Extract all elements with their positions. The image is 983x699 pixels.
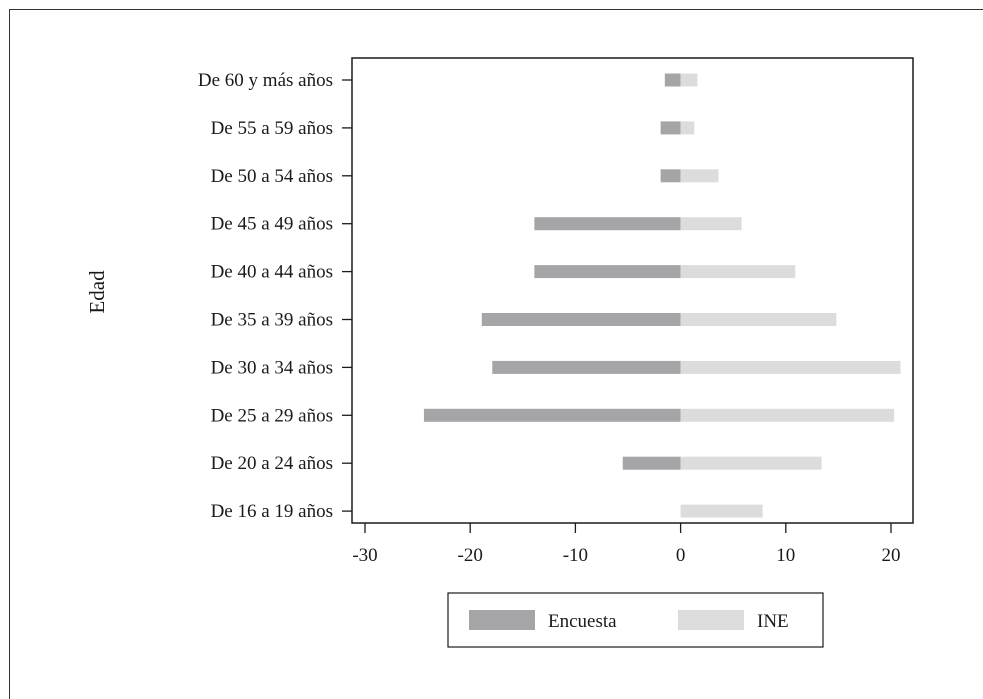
legend-label-encuesta: Encuesta	[548, 611, 617, 632]
bar-encuesta	[660, 169, 681, 183]
bar-ine	[680, 313, 837, 326]
plot-area	[351, 57, 914, 524]
figure-frame	[9, 9, 983, 699]
category-label: De 35 a 39 años	[211, 310, 333, 331]
bar-encuesta	[534, 265, 681, 279]
category-label: De 45 a 49 años	[211, 214, 333, 235]
bars-group	[423, 73, 901, 518]
bar-ine	[680, 408, 895, 422]
bar-encuesta	[492, 360, 681, 374]
x-tick-label: -20	[458, 545, 483, 566]
bar-encuesta	[481, 313, 681, 326]
x-axis: -30 -20 -10 0 10 20	[352, 523, 901, 566]
bar-encuesta	[664, 73, 681, 87]
legend-swatch-ine	[678, 610, 744, 630]
category-label: De 50 a 54 años	[211, 166, 333, 187]
bar-ine	[680, 504, 763, 518]
bar-encuesta	[423, 408, 681, 422]
bar-ine	[680, 217, 742, 231]
legend-box	[447, 592, 824, 648]
bar-encuesta	[660, 121, 681, 135]
y-axis: De 60 y más años De 55 a 59 años De 50 a 5…	[198, 70, 352, 522]
bar-ine	[680, 456, 822, 470]
category-label: De 30 a 34 años	[211, 357, 333, 378]
x-tick-label: 10	[776, 545, 795, 566]
x-tick-label: -10	[563, 545, 588, 566]
bar-ine	[680, 360, 901, 374]
category-label: De 55 a 59 años	[211, 118, 333, 139]
x-tick-label: 0	[676, 545, 686, 566]
x-tick-label: 20	[882, 545, 901, 566]
category-label: De 40 a 44 años	[211, 262, 333, 283]
bar-encuesta	[622, 456, 681, 470]
bar-encuesta	[534, 217, 681, 231]
y-axis-label: Edad	[85, 270, 109, 314]
category-label: De 25 a 29 años	[211, 405, 333, 426]
legend-swatch-encuesta	[469, 610, 535, 630]
category-label: De 60 y más años	[198, 70, 333, 91]
bar-ine	[680, 121, 695, 135]
bar-ine	[680, 265, 796, 279]
legend: Encuesta INE	[447, 592, 824, 648]
legend-label-ine: INE	[757, 611, 789, 632]
category-label: De 16 a 19 años	[211, 501, 333, 522]
bar-ine	[680, 169, 719, 183]
category-label: De 20 a 24 años	[211, 453, 333, 474]
x-tick-label: -30	[352, 545, 377, 566]
bar-ine	[680, 73, 698, 87]
